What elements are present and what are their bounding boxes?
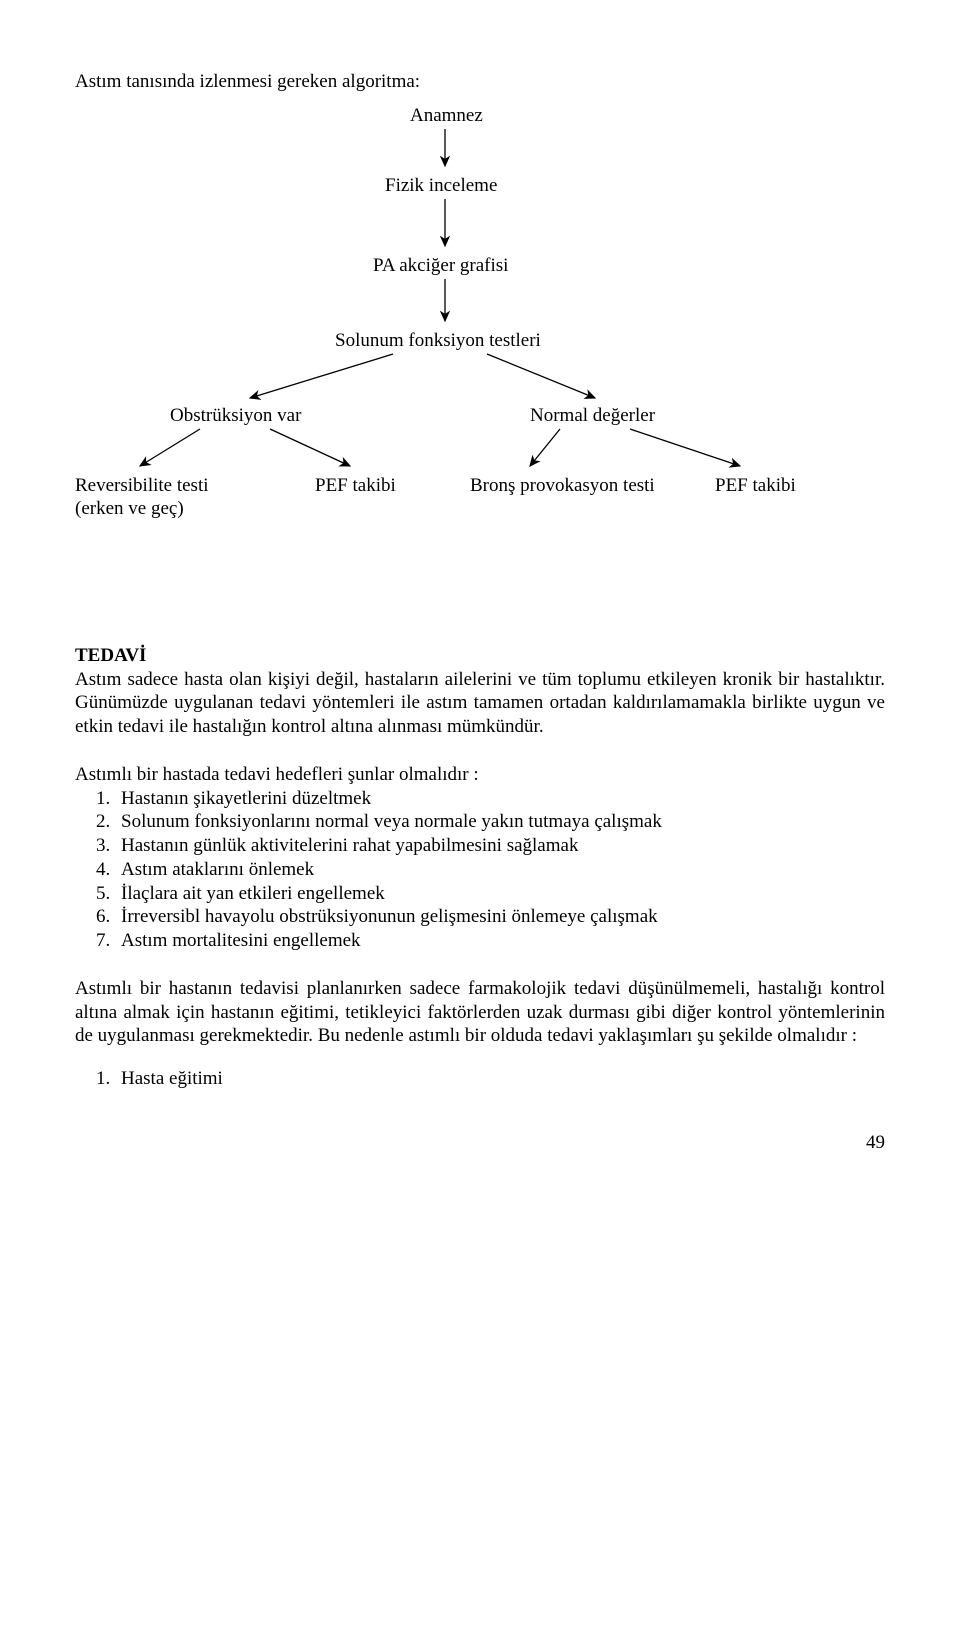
paragraph-1: Astım sadece hasta olan kişiyi değil, ha… [75, 668, 885, 739]
goal-item: Astım ataklarını önlemek [115, 858, 885, 882]
goals-intro: Astımlı bir hastada tedavi hedefleri şun… [75, 763, 885, 787]
flow-node-rev2: (erken ve geç) [75, 497, 184, 521]
section-heading-tedavi: TEDAVİ [75, 644, 885, 668]
flowchart: Anamnez Fizik inceleme PA akciğer grafisi S… [75, 104, 885, 524]
flow-node-rev1: Reversibilite testi [75, 474, 209, 498]
page-number: 49 [75, 1131, 885, 1155]
flow-node-normal: Normal değerler [530, 404, 655, 428]
flow-node-pef2: PEF takibi [715, 474, 796, 498]
flow-node-anamnez: Anamnez [410, 104, 483, 128]
goal-item: İlaçlara ait yan etkileri engellemek [115, 882, 885, 906]
flow-node-sft: Solunum fonksiyon testleri [335, 329, 541, 353]
intro-title: Astım tanısında izlenmesi gereken algori… [75, 70, 885, 94]
final-list-item: Hasta eğitimi [115, 1067, 885, 1091]
flow-node-pagrafi: PA akciğer grafisi [373, 254, 508, 278]
goal-item: Astım mortalitesini engellemek [115, 929, 885, 953]
flow-node-fizik: Fizik inceleme [385, 174, 497, 198]
goal-item: İrreversibl havayolu obstrüksiyonunun ge… [115, 905, 885, 929]
flow-node-brons: Bronş provokasyon testi [470, 474, 655, 498]
goal-item: Hastanın günlük aktivitelerini rahat yap… [115, 834, 885, 858]
goals-list: Hastanın şikayetlerini düzeltmekSolunum … [115, 787, 885, 953]
flow-node-pef1: PEF takibi [315, 474, 396, 498]
goal-item: Hastanın şikayetlerini düzeltmek [115, 787, 885, 811]
final-list: Hasta eğitimi [115, 1067, 885, 1091]
paragraph-2: Astımlı bir hastanın tedavisi planlanırk… [75, 977, 885, 1048]
flowchart-arrows [75, 104, 885, 524]
goal-item: Solunum fonksiyonlarını normal veya norm… [115, 810, 885, 834]
flow-node-obstr: Obstrüksiyon var [170, 404, 301, 428]
